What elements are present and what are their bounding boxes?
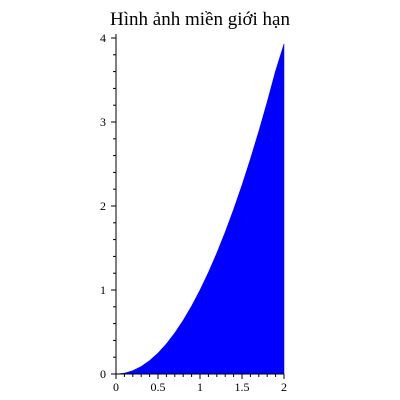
area-series-0	[115, 43, 285, 375]
x-tick-label: 1.5	[235, 380, 250, 394]
x-tick-label: 2	[281, 380, 287, 394]
y-tick-label: 4	[100, 31, 106, 45]
x-tick-label: 0.5	[151, 380, 166, 394]
y-tick-label: 0	[100, 367, 106, 381]
area-layer	[115, 43, 285, 375]
x-tick-label: 0	[113, 380, 119, 394]
x-tick-label: 1	[197, 380, 203, 394]
y-tick-label: 1	[100, 283, 106, 297]
axes: 0 0.5 1 1.5 2 0 1 2 3 4	[100, 31, 287, 394]
y-tick-label: 2	[100, 199, 106, 213]
y-tick-label: 3	[100, 115, 106, 129]
chart-title: Hình ảnh miền giới hạn	[110, 9, 290, 30]
